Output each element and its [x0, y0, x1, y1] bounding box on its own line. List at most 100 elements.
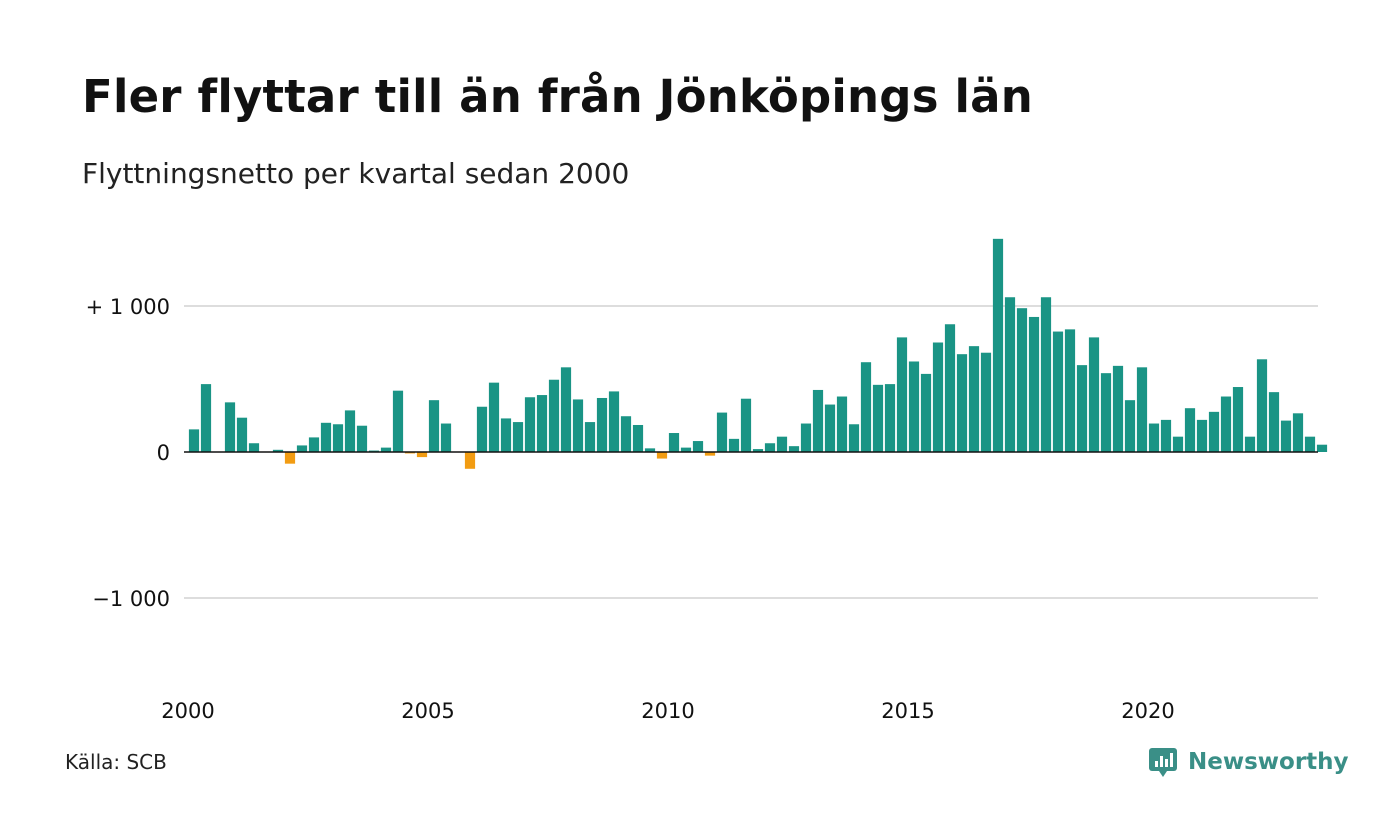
bar — [632, 424, 644, 452]
bar — [1280, 420, 1292, 452]
bar — [1256, 359, 1268, 452]
bar — [824, 404, 836, 452]
bar — [440, 423, 452, 452]
bar — [956, 354, 968, 452]
bar — [1064, 329, 1076, 452]
bar — [416, 452, 428, 458]
bar — [848, 424, 860, 452]
bar — [200, 384, 212, 452]
bar — [488, 382, 500, 452]
bar — [896, 337, 908, 452]
bar — [776, 436, 788, 452]
bar — [188, 429, 200, 452]
bar — [548, 379, 560, 452]
bar — [656, 452, 668, 459]
bar — [860, 362, 872, 452]
x-tick-label: 2020 — [1121, 699, 1174, 723]
bar — [572, 399, 584, 452]
bar — [728, 438, 740, 452]
y-tick-label: −1 000 — [92, 587, 170, 611]
bar — [1124, 400, 1136, 452]
bar — [476, 406, 488, 452]
bar — [296, 445, 308, 452]
bar — [620, 416, 632, 452]
bar — [1004, 297, 1016, 452]
gridlines — [184, 305, 1318, 599]
bar — [836, 396, 848, 452]
x-tick-label: 2000 — [161, 699, 214, 723]
newsworthy-logo-icon — [1149, 748, 1177, 777]
bar — [872, 384, 884, 452]
bar — [500, 418, 512, 452]
bar — [1172, 436, 1184, 452]
y-axis-labels: + 1 000 0 −1 000 — [86, 295, 170, 611]
y-tick-label: + 1 000 — [86, 295, 170, 319]
bar — [908, 361, 920, 452]
bar — [752, 449, 764, 452]
bar — [1208, 411, 1220, 452]
bar — [1316, 444, 1328, 452]
bar — [1136, 367, 1148, 452]
bar — [1076, 365, 1088, 452]
bar — [356, 425, 368, 452]
bar — [644, 448, 656, 452]
bars — [188, 238, 1328, 469]
bar — [800, 423, 812, 452]
bar — [272, 449, 284, 452]
bar — [1232, 387, 1244, 452]
bar — [284, 452, 296, 464]
bar — [608, 391, 620, 452]
bar — [248, 443, 260, 452]
bar — [524, 397, 536, 452]
bar — [428, 400, 440, 452]
bar — [968, 346, 980, 452]
chart-subtitle: Flyttningsnetto per kvartal sedan 2000 — [82, 157, 630, 190]
bar — [920, 373, 932, 452]
x-tick-label: 2015 — [881, 699, 934, 723]
x-tick-label: 2005 — [401, 699, 454, 723]
bar — [992, 238, 1004, 452]
bar — [1100, 373, 1112, 452]
bar — [308, 437, 320, 452]
bar — [884, 384, 896, 452]
bar — [680, 447, 692, 452]
brand-logo: Newsworthy — [1148, 744, 1349, 780]
x-axis-labels: 2000 2005 2010 2015 2020 — [161, 699, 1174, 723]
bar — [596, 397, 608, 452]
bar — [512, 422, 524, 452]
brand-name: Newsworthy — [1188, 749, 1349, 775]
bar — [944, 324, 956, 452]
bar — [1292, 413, 1304, 452]
bar — [344, 410, 356, 452]
bar — [740, 398, 752, 452]
bar — [332, 424, 344, 452]
bar — [536, 395, 548, 452]
bar — [716, 412, 728, 452]
bar — [320, 422, 332, 452]
bar — [380, 447, 392, 452]
bar — [980, 352, 992, 452]
bar — [1052, 331, 1064, 452]
bar — [560, 367, 572, 452]
bar — [812, 389, 824, 452]
bar — [1028, 316, 1040, 452]
x-tick-label: 2010 — [641, 699, 694, 723]
bar — [704, 452, 716, 456]
bar — [1160, 419, 1172, 452]
bar — [1304, 436, 1316, 452]
bar — [236, 417, 248, 452]
bar — [932, 342, 944, 452]
bar — [1040, 297, 1052, 452]
chart-title: Fler flyttar till än från Jönköpings län — [82, 70, 1033, 123]
bar — [692, 441, 704, 452]
bar — [1148, 423, 1160, 452]
bar — [1016, 308, 1028, 452]
bar — [1244, 436, 1256, 452]
y-tick-label: 0 — [157, 441, 170, 465]
bar — [1112, 365, 1124, 452]
bar — [1220, 396, 1232, 452]
bar — [668, 433, 680, 452]
bar — [464, 452, 476, 469]
bar — [392, 390, 404, 452]
